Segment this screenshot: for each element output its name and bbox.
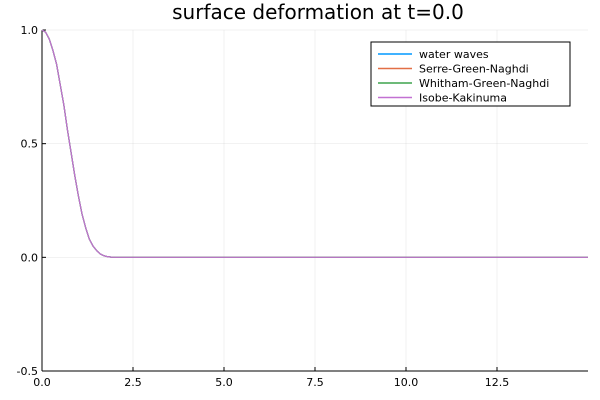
y-ticks: -0.5 0.0 0.5 1.0 (17, 24, 46, 378)
x-tick-label: 12.5 (485, 376, 510, 389)
x-tick-label: 5.0 (215, 376, 233, 389)
x-tick-label: 2.5 (124, 376, 142, 389)
legend-label: Whitham-Green-Naghdi (419, 77, 549, 90)
series-line-3 (41, 29, 588, 258)
x-tick-label: 0.0 (33, 376, 51, 389)
legend-label: Isobe-Kakinuma (419, 92, 507, 105)
series-lines (41, 29, 588, 258)
y-tick-label: 1.0 (21, 24, 39, 37)
x-tick-label: 7.5 (306, 376, 324, 389)
y-tick-label: -0.5 (17, 365, 38, 378)
legend-label: Serre-Green-Naghdi (419, 63, 529, 76)
y-tick-label: 0.5 (21, 138, 39, 151)
x-tick-label: 10.0 (394, 376, 419, 389)
y-tick-label: 0.0 (21, 251, 39, 264)
chart-title: surface deformation at t=0.0 (172, 0, 464, 24)
legend-box (370, 41, 571, 107)
legend: water waves Serre-Green-NaghdiWhitham-Gre… (370, 41, 571, 107)
x-ticks: 0.0 2.5 5.0 7.5 10.0 12.5 (33, 367, 509, 389)
legend-label: water waves (419, 48, 489, 61)
